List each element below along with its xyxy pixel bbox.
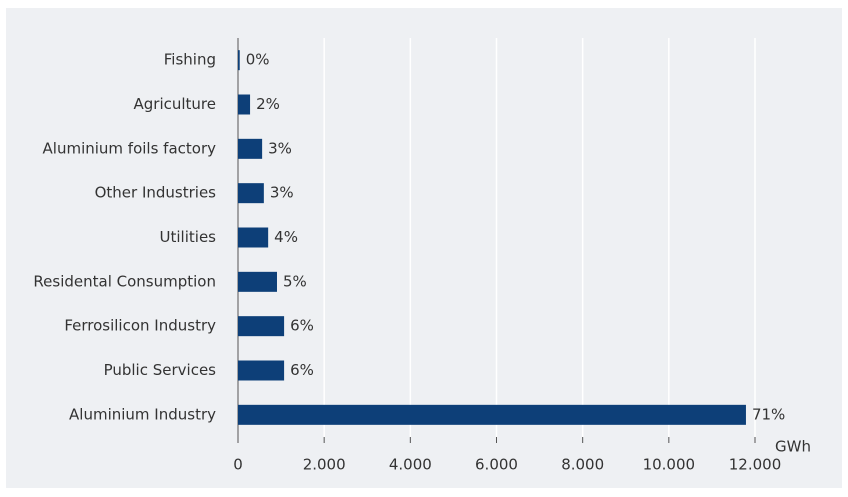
bar bbox=[238, 183, 264, 204]
bar bbox=[238, 316, 285, 337]
bar bbox=[238, 94, 251, 115]
data-label: 3% bbox=[270, 184, 294, 202]
y-tick-label: Utilities bbox=[160, 228, 217, 246]
data-label: 0% bbox=[246, 51, 270, 69]
x-tick-label: 4.000 bbox=[389, 456, 432, 474]
y-tick-label: Residental Consumption bbox=[33, 272, 216, 290]
x-tick-label: 10.000 bbox=[643, 456, 696, 474]
y-tick-label: Agriculture bbox=[134, 95, 217, 113]
bar bbox=[238, 404, 746, 425]
data-label: 6% bbox=[290, 361, 314, 379]
data-label: 71% bbox=[752, 405, 785, 423]
bar bbox=[238, 50, 240, 71]
x-tick-label: 2.000 bbox=[303, 456, 346, 474]
bar bbox=[238, 271, 277, 292]
data-label: 5% bbox=[283, 272, 307, 290]
bar bbox=[238, 227, 269, 248]
data-label: 2% bbox=[256, 95, 280, 113]
bar bbox=[238, 138, 263, 159]
x-tick-label: 8.000 bbox=[561, 456, 604, 474]
data-label: 4% bbox=[274, 228, 298, 246]
data-label: 6% bbox=[290, 317, 314, 335]
bar bbox=[238, 360, 285, 381]
y-tick-label: Ferrosilicon Industry bbox=[64, 317, 216, 335]
x-tick-label: 12.000 bbox=[729, 456, 782, 474]
data-label: 3% bbox=[268, 139, 292, 157]
x-tick-label: 0 bbox=[233, 456, 243, 474]
y-tick-label: Aluminium Industry bbox=[69, 405, 216, 423]
x-tick-label: 6.000 bbox=[475, 456, 518, 474]
y-tick-label: Other Industries bbox=[95, 184, 217, 202]
y-tick-label: Public Services bbox=[104, 361, 217, 379]
x-axis-label: GWh bbox=[775, 438, 811, 456]
y-tick-label: Aluminium foils factory bbox=[43, 139, 217, 157]
y-tick-label: Fishing bbox=[164, 51, 216, 69]
